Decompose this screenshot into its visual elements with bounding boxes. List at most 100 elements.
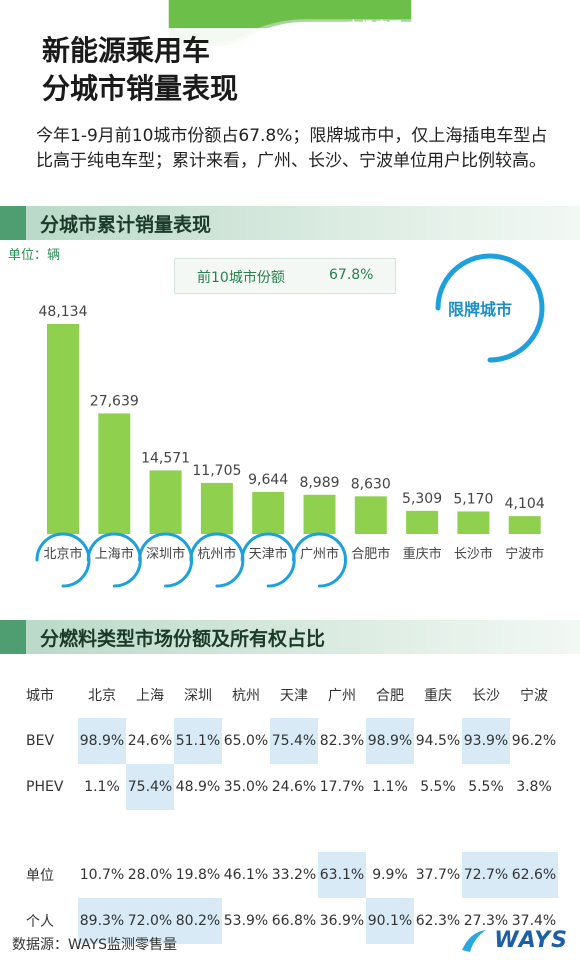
- table-cell: 98.9%: [78, 718, 126, 764]
- table-cell: 90.1%: [366, 898, 414, 944]
- table-header-city: 宁波: [520, 688, 548, 704]
- data-source-note: 数据源：WAYS监测零售量: [12, 937, 178, 953]
- table-header-city: 深圳: [184, 688, 212, 704]
- table-cell: 46.1%: [223, 867, 269, 883]
- table-cell: 65.0%: [223, 733, 269, 749]
- table-cell: 5.5%: [468, 779, 504, 795]
- table-header-label: 城市: [26, 688, 54, 704]
- table-cell: 48.9%: [175, 779, 221, 795]
- table-cell: 9.9%: [372, 867, 408, 883]
- bar-0: [47, 324, 79, 534]
- restricted-city-legend-label: 限牌城市: [448, 300, 513, 319]
- table-row-bev: BEV 98.9% 24.6% 51.1% 65.0% 75.4% 82.3% 98.9% 94…: [20, 718, 558, 764]
- table-spacer-row: [20, 810, 558, 852]
- category-label-2: 深圳市: [146, 546, 185, 562]
- restricted-city-legend-ring: [435, 253, 545, 363]
- category-label-6: 合肥市: [351, 546, 390, 562]
- bar-value-label-5: 8,989: [299, 475, 339, 491]
- table-cell: 36.9%: [319, 913, 365, 929]
- table-cell: 1.1%: [84, 779, 120, 795]
- bar-5: [303, 494, 336, 534]
- table-cell: 19.8%: [175, 867, 221, 883]
- table-header-city: 重庆: [424, 688, 452, 704]
- nav-item-industry[interactable]: 行业动态: [424, 20, 481, 35]
- city-sales-bar-chart: 48,134 北京市 27,639 上海市 14,571 深圳市 11,705 杭州市 9,64…: [35, 304, 545, 588]
- bar-6: [354, 496, 387, 534]
- bar-7: [406, 510, 439, 534]
- table-cell: 66.8%: [271, 913, 317, 929]
- table-cell: 93.9%: [462, 718, 510, 764]
- table-header-city: 广州: [328, 688, 356, 704]
- table-header-city: 上海: [136, 688, 164, 704]
- table-row-org: 单位 10.7% 28.0% 19.8% 46.1% 33.2% 63.1% 9.9% 37.7…: [20, 852, 558, 898]
- bar-9: [508, 516, 541, 534]
- category-label-1: 上海市: [95, 546, 134, 562]
- bar-4: [252, 491, 285, 534]
- table-cell: 72.0%: [126, 898, 174, 944]
- restricted-ring-1: [86, 532, 142, 588]
- ways-logo-swoosh-icon: [462, 930, 486, 952]
- table-header-city: 北京: [88, 688, 116, 704]
- category-label-4: 天津市: [249, 546, 288, 562]
- table-row-phev: PHEV 1.1% 75.4% 48.9% 35.0% 24.6% 17.7% 1.1% 5.5…: [20, 764, 558, 810]
- table-cell: 96.2%: [511, 733, 557, 749]
- category-label-8: 长沙市: [454, 546, 493, 562]
- title-background: [28, 28, 298, 114]
- ways-logo: WAYS: [494, 928, 568, 953]
- table-cell: 72.7%: [462, 852, 510, 898]
- bar-value-label-6: 8,630: [351, 476, 391, 492]
- top10-share-value: 67.8%: [329, 267, 374, 283]
- section-title-city-sales: 分城市累计销量表现: [40, 214, 212, 236]
- table-cell: 1.1%: [372, 779, 408, 795]
- category-label-0: 北京市: [43, 546, 82, 562]
- bar-2: [149, 470, 182, 534]
- restricted-ring-2: [138, 532, 194, 588]
- table-header-city: 合肥: [376, 688, 404, 704]
- bar-8: [457, 511, 490, 534]
- table-cell: 62.3%: [415, 913, 461, 929]
- table-cell: 80.2%: [174, 898, 222, 944]
- table-row-label: 个人: [26, 914, 54, 930]
- bar-3: [200, 482, 233, 534]
- table-cell: 94.5%: [415, 733, 461, 749]
- bar-value-label-8: 5,170: [453, 491, 493, 507]
- section-bar-fuel-share: 分燃料类型市场份额及所有权占比: [0, 620, 580, 654]
- restricted-ring-4: [240, 532, 296, 588]
- table-cell: 53.9%: [223, 913, 269, 929]
- top-nav: 市场表现 / 行业动态 / 未来展望: [347, 20, 558, 35]
- summary-text: 今年1-9月前10城市份额占67.8%；限牌城市中，仅上海插电车型占比高于纯电车…: [36, 126, 548, 171]
- category-label-7: 重庆市: [403, 546, 442, 562]
- top10-share-box: 前10城市份额 67.8%: [174, 258, 396, 294]
- table-cell: 75.4%: [126, 764, 174, 810]
- category-label-3: 杭州市: [197, 546, 236, 562]
- table-header-city: 长沙: [472, 688, 500, 704]
- table-cell: 28.0%: [127, 867, 173, 883]
- bar-value-label-9: 4,104: [505, 496, 545, 512]
- category-label-5: 广州市: [300, 546, 339, 562]
- table-cell: 24.6%: [127, 733, 173, 749]
- table-cell: 10.7%: [79, 867, 125, 883]
- table-cell: 62.6%: [510, 852, 558, 898]
- nav-item-market[interactable]: 市场表现: [347, 20, 404, 35]
- table-cell: 35.0%: [223, 779, 269, 795]
- table-header-city: 天津: [280, 688, 308, 704]
- table-cell: 3.8%: [516, 779, 552, 795]
- table-row-personal: 个人 89.3% 72.0% 80.2% 53.9% 66.8% 36.9% 90.1% 62.…: [20, 898, 558, 944]
- table-row-label: BEV: [26, 733, 55, 749]
- table-cell: 27.3%: [463, 913, 509, 929]
- bar-value-label-1: 27,639: [90, 393, 139, 409]
- table-cell: 33.2%: [271, 867, 317, 883]
- table-row-label: PHEV: [26, 779, 64, 795]
- bar-1: [98, 413, 131, 534]
- restricted-ring-0: [35, 532, 91, 588]
- bar-value-label-3: 11,705: [192, 463, 241, 479]
- table-cell: 63.1%: [318, 852, 366, 898]
- table-cell: 17.7%: [319, 779, 365, 795]
- table-cell: 24.6%: [271, 779, 317, 795]
- restricted-ring-3: [189, 532, 245, 588]
- category-label-9: 宁波市: [505, 546, 544, 562]
- nav-item-outlook[interactable]: 未来展望: [501, 20, 558, 35]
- table-header-city: 杭州: [232, 688, 260, 704]
- table-cell: 37.7%: [415, 867, 461, 883]
- page-title-line1: 新能源乘用车: [42, 34, 211, 67]
